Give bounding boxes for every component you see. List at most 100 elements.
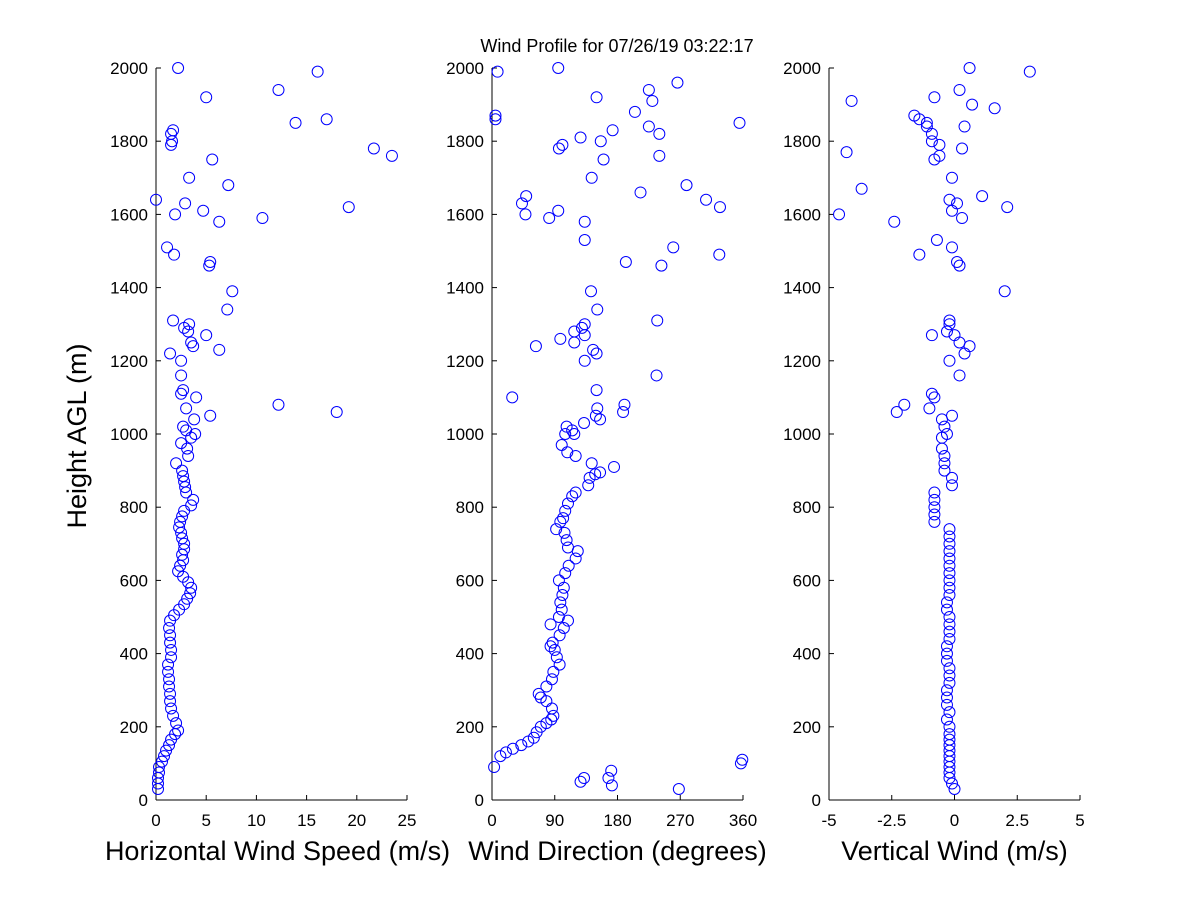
data-point (547, 709, 560, 722)
data-point (590, 91, 603, 104)
data-point (940, 325, 953, 338)
y-tick-label: 1800 (110, 132, 148, 151)
data-point (940, 698, 953, 711)
data-point (185, 581, 198, 594)
data-point (913, 248, 926, 261)
x-tick-label: 5 (201, 811, 210, 830)
data-point (700, 193, 713, 206)
data-point (590, 347, 603, 360)
x-tick-label: 10 (247, 811, 266, 830)
y-tick-label: 1400 (783, 279, 821, 298)
data-point (605, 764, 618, 777)
x-axis-label: Vertical Wind (m/s) (841, 836, 1068, 866)
data-point (938, 457, 951, 470)
data-point (594, 135, 607, 148)
data-point (175, 354, 188, 367)
data-point (943, 662, 956, 675)
data-point (940, 640, 953, 653)
data-point (183, 318, 196, 331)
x-tick-label: 20 (347, 811, 366, 830)
data-point (943, 676, 956, 689)
data-point (200, 91, 213, 104)
data-point (559, 428, 572, 440)
data-point (163, 739, 176, 752)
y-tick-label: 1600 (110, 205, 148, 224)
data-point (963, 62, 976, 74)
data-point (578, 772, 591, 785)
data-point (550, 523, 563, 536)
data-point (561, 541, 574, 554)
data-point (550, 651, 563, 664)
data-point (653, 127, 666, 140)
data-point (943, 545, 956, 558)
data-point (167, 314, 180, 327)
x-tick-label: 270 (666, 811, 694, 830)
data-point (555, 603, 568, 616)
data-point (680, 179, 693, 192)
data-point (256, 212, 269, 225)
data-point (591, 402, 604, 415)
data-point (938, 449, 951, 462)
data-point (177, 384, 190, 397)
data-point (178, 537, 191, 550)
data-point (945, 409, 958, 422)
y-tick-label: 400 (120, 645, 148, 664)
data-point (618, 398, 631, 411)
data-point (177, 470, 190, 483)
data-point (164, 629, 177, 642)
x-axis-label: Wind Direction (degrees) (468, 836, 767, 866)
data-point (953, 83, 966, 96)
data-point (578, 354, 591, 367)
y-tick-label: 400 (793, 645, 821, 664)
data-point (945, 479, 958, 492)
data-point (1001, 201, 1014, 214)
data-point (951, 255, 964, 268)
data-point (164, 636, 177, 649)
data-point (608, 460, 621, 473)
data-point (164, 347, 177, 360)
data-point (671, 76, 684, 89)
x-tick-label: 0 (151, 811, 160, 830)
data-point (585, 285, 598, 298)
data-point (167, 124, 180, 137)
data-point (560, 420, 573, 433)
y-axis-label: Height AGL (m) (62, 343, 92, 528)
data-point (582, 479, 595, 492)
data-point (589, 409, 602, 422)
data-point (548, 643, 561, 656)
y-tick-label: 2000 (446, 59, 484, 78)
y-tick-label: 800 (456, 498, 484, 517)
data-point (187, 493, 200, 506)
data-point (928, 391, 941, 404)
data-point (958, 120, 971, 133)
data-point (575, 321, 588, 334)
data-point (948, 783, 961, 796)
x-tick-label: -2.5 (877, 811, 906, 830)
data-point (175, 369, 188, 382)
y-tick-label: 1800 (783, 132, 821, 151)
data-point (527, 731, 540, 744)
data-point (272, 83, 285, 96)
data-point (943, 193, 956, 206)
data-point (953, 369, 966, 382)
y-tick-label: 600 (793, 571, 821, 590)
data-point (938, 420, 951, 433)
data-point (943, 589, 956, 602)
data-point (515, 197, 528, 210)
data-point (206, 153, 219, 166)
y-tick-label: 0 (475, 791, 484, 810)
data-point (557, 621, 570, 634)
data-point (175, 437, 188, 450)
data-point (557, 512, 570, 525)
data-point (590, 384, 603, 397)
data-point (182, 325, 195, 338)
data-point (940, 428, 953, 440)
data-point (951, 197, 964, 210)
data-point (606, 124, 619, 137)
data-point (180, 424, 193, 437)
data-point (562, 559, 575, 572)
data-point (943, 530, 956, 543)
data-point (553, 658, 566, 671)
data-point (552, 204, 565, 217)
